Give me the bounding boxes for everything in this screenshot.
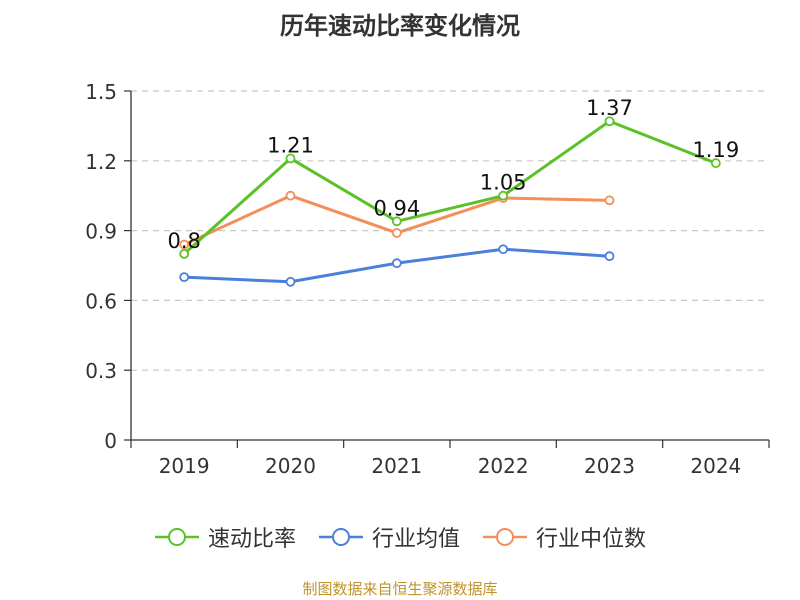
point-series0-2019 — [179, 248, 190, 259]
x-tick-label-2024: 2024 — [690, 454, 741, 478]
point-series0-2024 — [710, 158, 721, 169]
data-labels: 0.8 1.21 0.94 1.05 1.37 1.19 — [167, 96, 739, 253]
y-tick-label-4: 1.2 — [85, 150, 117, 174]
point-series0-2022 — [498, 190, 509, 201]
x-tick-label-2019: 2019 — [159, 454, 210, 478]
y-tick-label-0: 0 — [104, 429, 117, 453]
y-tick-label-5: 1.5 — [85, 80, 117, 104]
data-label-2023: 1.37 — [586, 96, 633, 120]
data-label-2021: 0.94 — [373, 196, 420, 220]
data-source-note: 制图数据来自恒生聚源数据库 — [302, 580, 498, 598]
point-series1-2022 — [498, 244, 509, 255]
point-series0-2023 — [604, 116, 615, 127]
point-series0-2021 — [391, 216, 402, 227]
legend-label-quick-ratio: 速动比率 — [207, 527, 296, 552]
series-lines — [179, 116, 721, 287]
point-series0-2020 — [285, 153, 296, 164]
x-tick-label-2022: 2022 — [478, 454, 529, 478]
point-series1-2021 — [391, 258, 402, 269]
x-tick-label-2020: 2020 — [265, 454, 316, 478]
point-series2-2023 — [604, 195, 615, 206]
legend-item-quick-ratio[interactable]: 速动比率 — [154, 521, 296, 553]
legend-label-industry-mean: 行业均值 — [371, 527, 460, 552]
legend-item-industry-mean[interactable]: 行业均值 — [318, 521, 460, 553]
point-series2-2019 — [179, 239, 190, 250]
y-tick-label-3: 0.9 — [85, 220, 117, 244]
legend-item-industry-median[interactable]: 行业中位数 — [482, 521, 646, 553]
y-tick-label-1: 0.3 — [85, 359, 117, 383]
axes: 0 0.3 0.6 0.9 1.2 1.5 2019 2020 2021 2022 2023 2024 — [85, 80, 770, 478]
point-series2-2020 — [285, 190, 296, 201]
point-series2-2021 — [391, 228, 402, 238]
point-series1-2019 — [179, 272, 190, 283]
legend-marker-industry-mean — [318, 528, 363, 546]
legend-label-industry-median: 行业中位数 — [536, 527, 647, 552]
legend-marker-quick-ratio — [154, 528, 199, 546]
x-tick-label-2023: 2023 — [584, 454, 635, 478]
x-tick-label-2021: 2021 — [371, 454, 422, 478]
data-label-2022: 1.05 — [480, 171, 527, 195]
legend: 速动比率 行业均值 行业中位数 — [0, 520, 800, 554]
chart-title: 历年速动比率变化情况 — [280, 12, 520, 40]
point-series1-2020 — [285, 276, 296, 287]
series-line-0 — [183, 119, 717, 255]
data-label-2024: 1.19 — [692, 138, 739, 162]
point-series1-2023 — [604, 251, 615, 262]
data-label-2019: 0.8 — [167, 229, 200, 253]
legend-marker-industry-median — [483, 528, 527, 546]
grid-lines — [131, 90, 769, 371]
data-label-2020: 1.21 — [267, 133, 314, 157]
y-tick-label-2: 0.6 — [85, 289, 117, 313]
